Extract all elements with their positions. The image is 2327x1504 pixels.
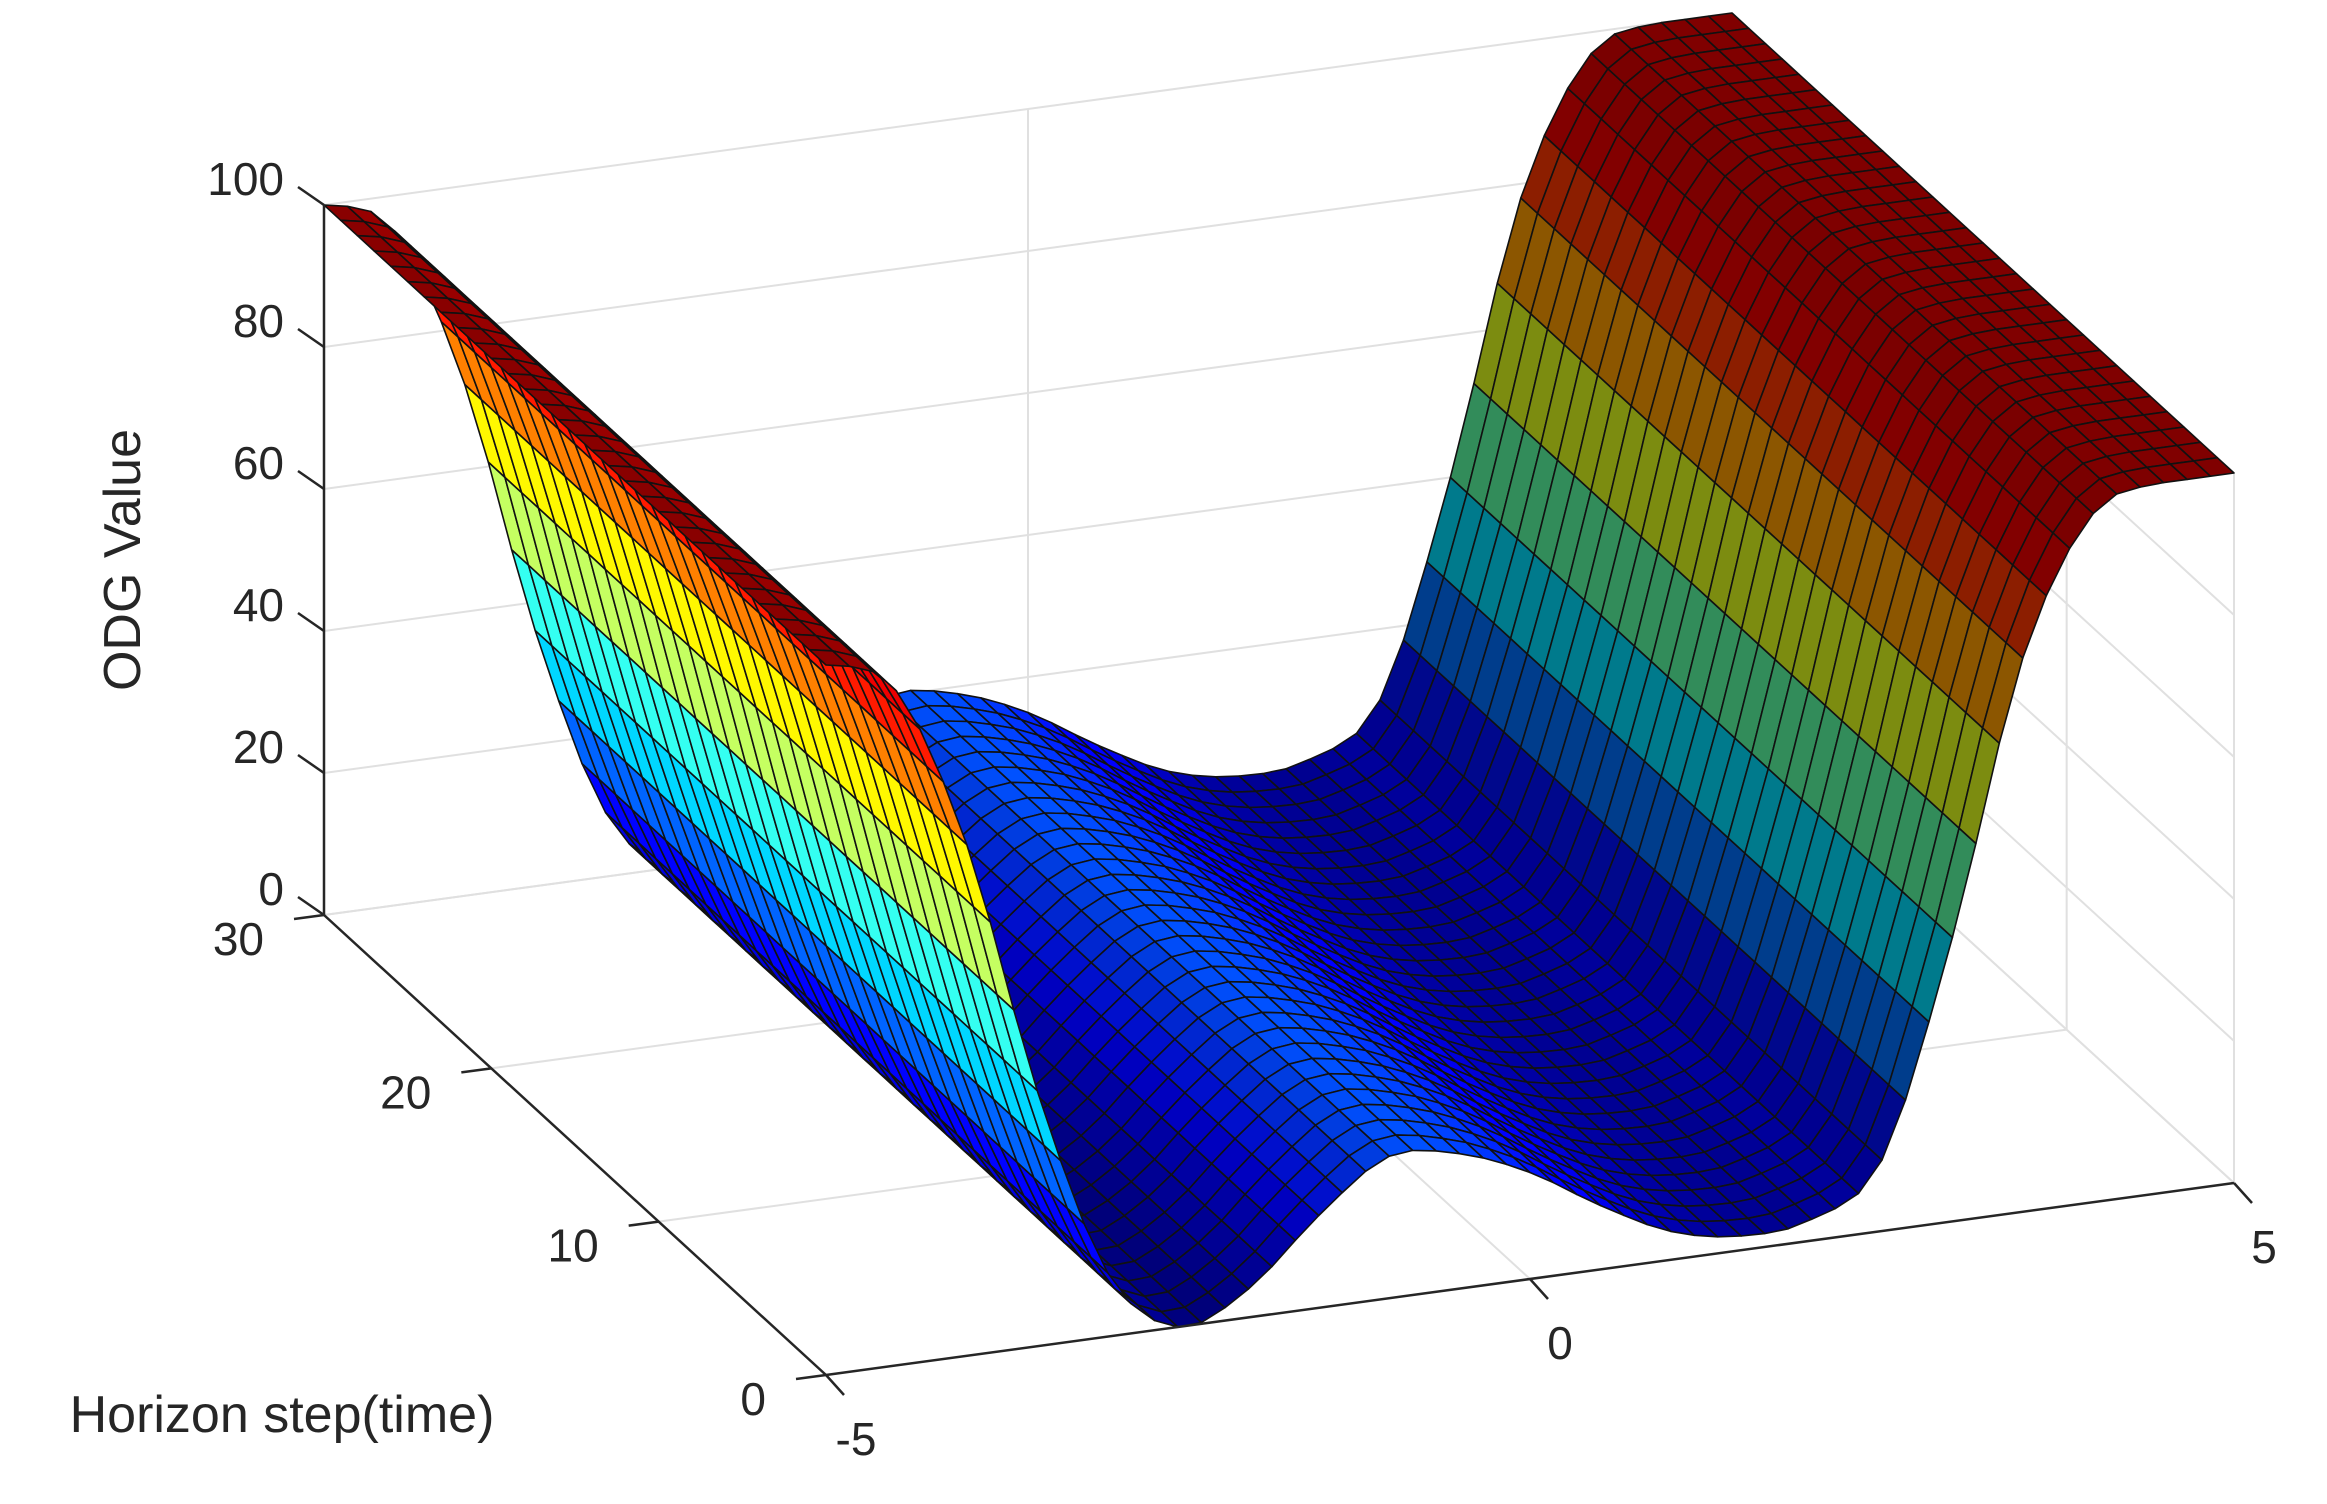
z-tick-label: 80 bbox=[233, 295, 284, 347]
y-axis-label: Horizon step(time) bbox=[70, 1386, 495, 1444]
y-axis-line bbox=[323, 914, 827, 1376]
z-axis-label: ODG Value bbox=[94, 429, 152, 691]
x-tick bbox=[2233, 1182, 2253, 1204]
x-tick-label: 0 bbox=[1547, 1317, 1573, 1369]
z-tick bbox=[297, 469, 325, 491]
y-tick bbox=[628, 1220, 659, 1227]
y-tick-label: 20 bbox=[380, 1066, 431, 1118]
z-tick bbox=[297, 185, 325, 207]
z-tick bbox=[297, 327, 325, 349]
z-tick-label: 100 bbox=[207, 153, 284, 205]
x-tick-label: 5 bbox=[2251, 1221, 2277, 1273]
z-tick bbox=[297, 895, 325, 917]
z-tick bbox=[297, 753, 325, 775]
y-tick-label: 10 bbox=[547, 1220, 598, 1272]
y-tick bbox=[795, 1373, 827, 1381]
y-tick-label: 30 bbox=[213, 913, 264, 965]
z-tick-label: 20 bbox=[233, 721, 284, 773]
z-tick-label: 40 bbox=[233, 579, 284, 631]
x-tick bbox=[825, 1374, 845, 1396]
surface-layer bbox=[323, 12, 2235, 1328]
axes-layer bbox=[293, 185, 2253, 1396]
x-tick-label: -5 bbox=[836, 1413, 877, 1465]
y-tick bbox=[293, 913, 325, 921]
y-tick-label: 0 bbox=[740, 1373, 766, 1425]
y-tick bbox=[461, 1067, 492, 1074]
z-tick-label: 60 bbox=[233, 437, 284, 489]
x-tick bbox=[1529, 1278, 1549, 1300]
surface-face bbox=[2193, 456, 2235, 478]
z-tick-label: 0 bbox=[258, 863, 284, 915]
labels-layer: ODG Value Horizon step(time) 0 20 40 60 80 10… bbox=[70, 153, 2277, 1465]
z-tick bbox=[297, 611, 325, 633]
